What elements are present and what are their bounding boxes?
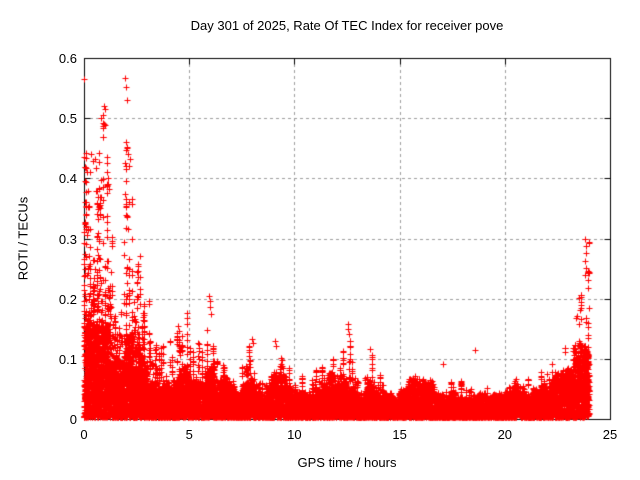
x-tick-label: 15	[392, 427, 407, 442]
x-tick-label: 0	[80, 427, 88, 442]
x-axis-label: GPS time / hours	[297, 455, 397, 470]
y-tick-label: 0.1	[58, 351, 77, 367]
y-tick-label: 0.3	[58, 231, 77, 247]
x-tick-label: 10	[287, 427, 302, 442]
chart-title: Day 301 of 2025, Rate Of TEC Index for r…	[190, 18, 504, 33]
x-tick-label: 5	[185, 427, 193, 442]
x-tick-label: 20	[497, 427, 513, 442]
y-tick-label: 0	[69, 412, 77, 427]
y-tick-label: 0.4	[58, 171, 77, 187]
y-tick-label: 0.6	[58, 51, 77, 66]
x-tick-label: 25	[602, 427, 618, 442]
y-tick-label: 0.5	[58, 111, 77, 127]
y-tick-label: 0.2	[58, 291, 77, 307]
